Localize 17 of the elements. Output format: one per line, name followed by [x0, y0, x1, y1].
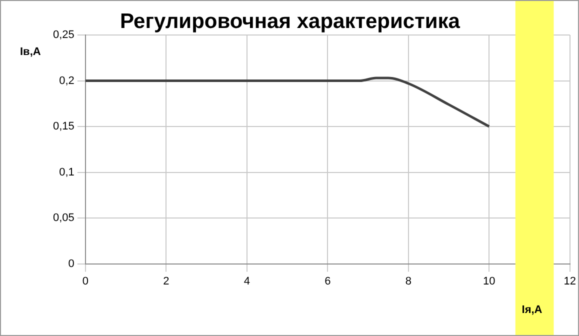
y-tick-label: 0 [68, 258, 74, 270]
y-tick-label: 0,15 [52, 120, 74, 133]
chart-title: Регулировочная характеристика [120, 10, 460, 33]
x-tick-label: 10 [483, 275, 496, 288]
x-tick-label: 12 [564, 275, 576, 288]
y-tick-label: 0,2 [59, 74, 74, 87]
y-tick-label: 0,1 [59, 166, 74, 178]
x-tick-label: 4 [244, 275, 250, 288]
y-tick-label: 0,25 [52, 29, 74, 42]
x-axis-title: Iя,А [522, 304, 542, 316]
y-tick-label: 0,05 [52, 212, 74, 224]
x-tick-label: 2 [163, 275, 170, 288]
x-tick-label: 6 [324, 275, 331, 288]
line-series [85, 76, 490, 128]
x-tick-label: 8 [405, 275, 412, 288]
y-axis-title: Iв,А [20, 46, 41, 58]
x-tick-label: 0 [82, 275, 88, 288]
